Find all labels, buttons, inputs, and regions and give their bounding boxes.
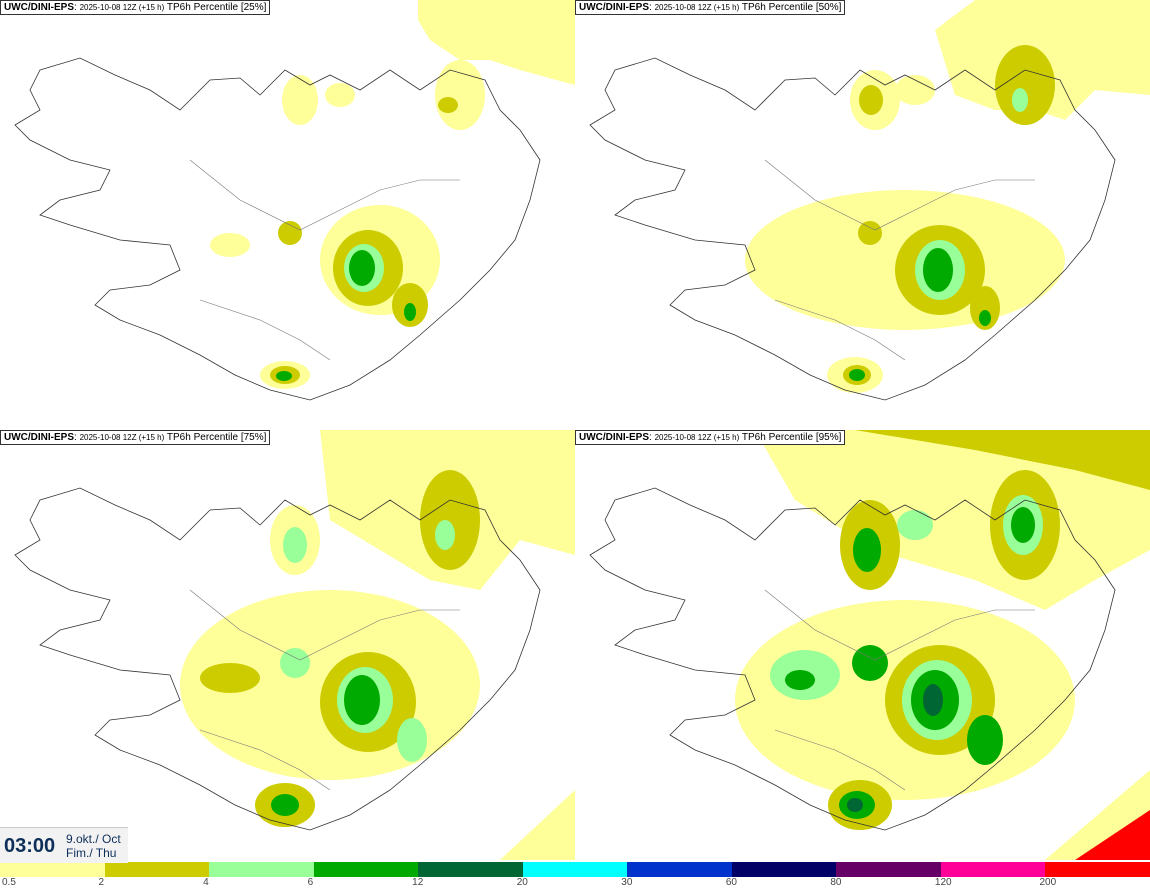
product-label: TP6h Percentile [75%]	[166, 432, 267, 443]
colorbar-swatch	[418, 862, 524, 877]
product-label: TP6h Percentile [95%]	[741, 432, 842, 443]
colorbar-tick-label: 4	[203, 877, 209, 888]
coastline	[14, 57, 541, 401]
panel-title: UWC/DINI-EPS: 2025-10-08 12Z (+15 h) TP6…	[0, 430, 271, 445]
panel-title: UWC/DINI-EPS: 2025-10-08 12Z (+15 h) TP6…	[0, 0, 271, 15]
map-p50	[589, 0, 1150, 401]
coastline	[14, 487, 541, 831]
map-panel-p75: UWC/DINI-EPS: 2025-10-08 12Z (+15 h) TP6…	[0, 430, 575, 860]
run-label: 2025-10-08 12Z (+15 h)	[654, 433, 740, 442]
colorbar-tick-label: 6	[307, 877, 314, 888]
colorbar-swatch	[522, 862, 629, 877]
map-panel-p50: UWC/DINI-EPS: 2025-10-08 12Z (+15 h) TP6…	[575, 0, 1150, 430]
colorbar-swatch	[0, 862, 106, 877]
colorbar-tick-label: 200	[1039, 877, 1057, 888]
precip-colorbar	[0, 862, 1150, 877]
colorbar-swatch	[1045, 862, 1150, 877]
precip-fill	[180, 430, 575, 860]
colorbar-tick-label: 2	[98, 877, 105, 888]
valid-time-box: 03:00 9.okt./ Oct Fim./ Thu	[0, 827, 128, 863]
colorbar-ticks: 0.5 2 4 6 12 20 30 60 80 120 200	[0, 877, 1150, 891]
colorbar-tick-label: 60	[725, 877, 737, 888]
model-label: UWC/DINI-EPS	[579, 432, 649, 443]
panel-title: UWC/DINI-EPS: 2025-10-08 12Z (+15 h) TP6…	[575, 430, 846, 445]
product-label: TP6h Percentile [50%]	[741, 2, 842, 13]
model-label: UWC/DINI-EPS	[579, 2, 649, 13]
model-label: UWC/DINI-EPS	[4, 432, 74, 443]
colorbar-tick-label: 120	[934, 877, 952, 888]
colorbar-tick-label: 12	[412, 877, 424, 888]
colorbar-tick-label: 20	[516, 877, 528, 888]
map-p95	[589, 430, 1150, 860]
colorbar-swatch	[836, 862, 942, 877]
valid-time: 03:00	[4, 835, 56, 857]
colorbar-swatch	[209, 862, 315, 877]
map-p25	[14, 0, 575, 401]
coastline	[589, 57, 1116, 401]
colorbar-swatch	[104, 862, 211, 877]
colorbar-swatch	[313, 862, 420, 877]
precip-fill	[735, 430, 1150, 860]
map-p75	[14, 430, 575, 860]
valid-date-label: 9.okt./ Oct	[66, 832, 121, 846]
colorbar-swatch	[731, 862, 838, 877]
product-label: TP6h Percentile [25%]	[166, 2, 267, 13]
colorbar-tick-label: 0.5	[2, 877, 16, 888]
precip-fill	[210, 0, 575, 389]
valid-date: 9.okt./ Oct Fim./ Thu	[66, 832, 121, 860]
colorbar-swatch	[627, 862, 733, 877]
valid-day-label: Fim./ Thu	[66, 846, 117, 860]
run-label: 2025-10-08 12Z (+15 h)	[79, 433, 165, 442]
run-label: 2025-10-08 12Z (+15 h)	[654, 3, 740, 12]
map-panel-p25: UWC/DINI-EPS: 2025-10-08 12Z (+15 h) TP6…	[0, 0, 575, 430]
model-label: UWC/DINI-EPS	[4, 2, 74, 13]
map-panel-p95: UWC/DINI-EPS: 2025-10-08 12Z (+15 h) TP6…	[575, 430, 1150, 860]
panel-title: UWC/DINI-EPS: 2025-10-08 12Z (+15 h) TP6…	[575, 0, 846, 15]
precip-fill	[745, 0, 1150, 393]
colorbar-tick-label: 30	[621, 877, 633, 888]
colorbar-tick-label: 80	[830, 877, 842, 888]
coastline	[589, 487, 1116, 831]
colorbar-swatch	[940, 862, 1047, 877]
run-label: 2025-10-08 12Z (+15 h)	[79, 3, 165, 12]
